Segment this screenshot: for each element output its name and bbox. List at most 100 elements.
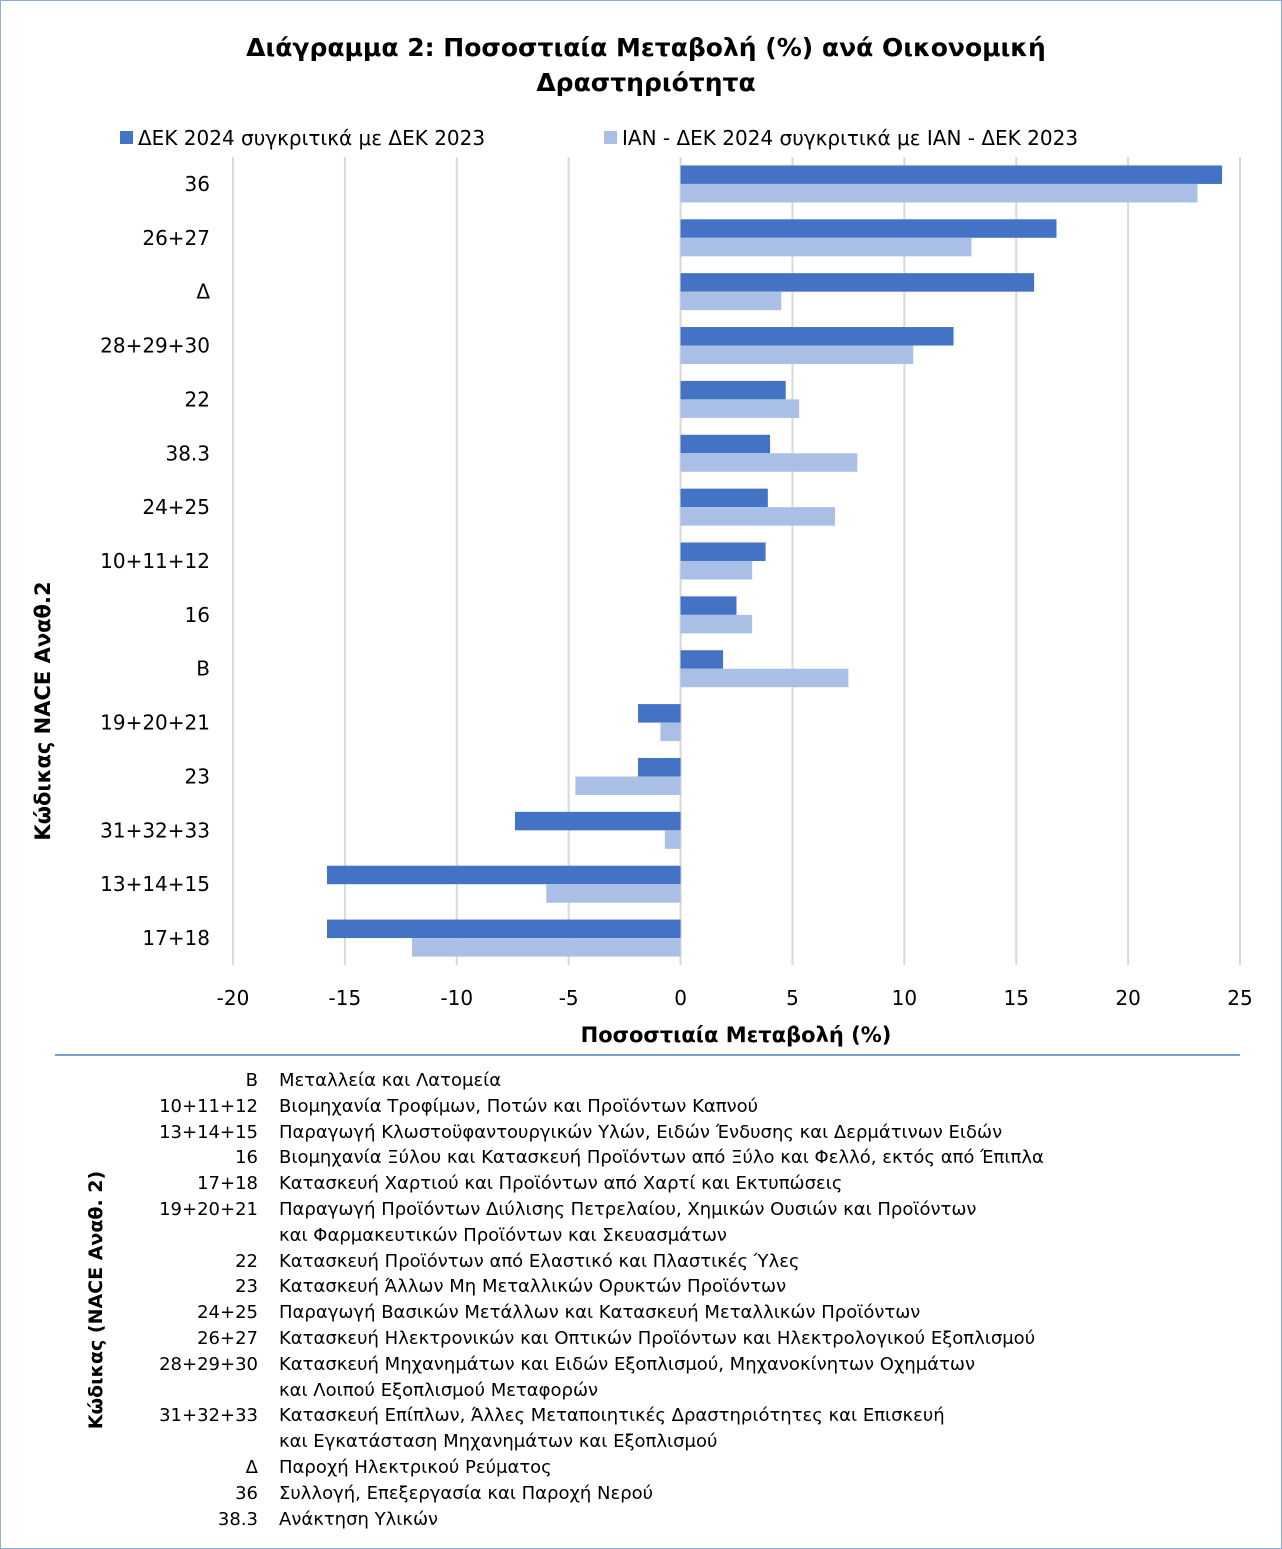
category-label: 23 (185, 764, 210, 788)
y-axis-title: Κώδικας NACE Αναθ.2 (31, 581, 55, 840)
bar-16-series-2 (680, 614, 753, 634)
category-label: 16 (185, 603, 210, 627)
glossary-code: 17+18 (197, 1173, 258, 1195)
x-tick-label: -15 (329, 986, 362, 1010)
category-label: 26+27 (142, 226, 210, 250)
glossary-description: Κατασκευή Χαρτιού και Προϊόντων από Χαρτ… (279, 1173, 843, 1195)
bar-36-series-2 (680, 183, 1198, 203)
category-label: 22 (185, 387, 210, 411)
bar-38.3-series-2 (680, 453, 858, 472)
bar-B-series-2 (680, 668, 849, 688)
bar-chart: Διάγραμμα 2: Ποσοστιαία Μεταβολή (%) ανά… (31, 33, 1253, 1056)
x-tick-label: -20 (217, 986, 250, 1010)
glossary-description: και Φαρμακευτικών Προϊόντων και Σκευασμά… (279, 1224, 727, 1246)
glossary-description: Κατασκευή Άλλων Μη Μεταλλικών Ορυκτών Πρ… (279, 1276, 787, 1298)
category-label: 28+29+30 (100, 334, 210, 358)
legend-swatch-series-2 (604, 131, 617, 144)
bar-19+20+21-series-2 (660, 722, 681, 742)
bar-B-series-1 (680, 650, 724, 669)
bar-Δ-series-2 (680, 291, 782, 311)
category-label: 38.3 (165, 441, 210, 465)
bar-16-series-1 (680, 596, 737, 615)
glossary-code: 24+25 (197, 1302, 258, 1324)
legend-swatch-series-1 (120, 131, 133, 144)
category-label: B (196, 657, 210, 681)
bar-22-series-1 (680, 380, 786, 400)
bar-36-series-1 (680, 165, 1223, 184)
glossary-description: Μεταλλεία και Λατομεία (279, 1070, 502, 1091)
x-tick-label: -5 (559, 986, 579, 1010)
glossary-code: 36 (235, 1482, 258, 1504)
glossary-description: Κατασκευή Μηχανημάτων και Ειδών Εξοπλισμ… (279, 1353, 976, 1375)
bar-10+11+12-series-1 (680, 542, 766, 561)
bar-31+32+33-series-2 (664, 830, 681, 849)
category-label: 13+14+15 (100, 872, 210, 896)
legend-label-series-2: ΙΑΝ - ΔΕΚ 2024 συγκριτικά με ΙΑΝ - ΔΕΚ 2… (622, 126, 1078, 150)
chart-title-line-2: Δραστηριότητα (536, 68, 755, 97)
glossary-code: B (245, 1070, 258, 1091)
x-tick-label: 15 (1003, 986, 1028, 1010)
bar-17+18-series-2 (412, 938, 681, 957)
category-label: 36 (185, 172, 210, 196)
glossary-description: Κατασκευή Προϊόντων από Ελαστικό και Πλα… (279, 1250, 800, 1272)
bar-26+27-series-1 (680, 219, 1057, 238)
bar-28+29+30-series-2 (680, 345, 914, 365)
bar-24+25-series-1 (680, 488, 768, 508)
category-label: Δ (196, 280, 210, 304)
bar-24+25-series-2 (680, 507, 835, 526)
bar-13+14+15-series-1 (326, 865, 681, 885)
bar-26+27-series-2 (680, 237, 972, 257)
glossary-description: Παραγωγή Βασικών Μετάλλων και Κατασκευή … (279, 1302, 921, 1324)
glossary-description: Βιομηχανία Ξύλου και Κατασκευή Προϊόντων… (279, 1147, 1044, 1169)
glossary-description: και Λοιπού Εξοπλισμού Μεταφορών (279, 1379, 599, 1401)
glossary-description: Κατασκευή Επίπλων, Άλλες Μεταποιητικές Δ… (279, 1405, 945, 1427)
bar-10+11+12-series-2 (680, 561, 753, 580)
bar-22-series-2 (680, 399, 800, 418)
glossary-code: 16 (235, 1147, 258, 1169)
category-label: 24+25 (142, 495, 210, 519)
glossary-description: Κατασκευή Ηλεκτρονικών και Οπτικών Προϊό… (279, 1328, 1036, 1349)
glossary-code: Δ (245, 1457, 258, 1478)
glossary-heading: Κώδικας (NACE Αναθ. 2) (85, 1170, 107, 1430)
glossary-code: 13+14+15 (159, 1121, 258, 1143)
category-label: 19+20+21 (100, 711, 210, 735)
x-tick-label: 10 (892, 986, 917, 1010)
glossary-description: Ανάκτηση Υλικών (279, 1508, 439, 1530)
x-tick-label: 25 (1227, 986, 1252, 1010)
legend-label-series-1: ΔΕΚ 2024 συγκριτικά με ΔΕΚ 2023 (138, 126, 485, 150)
bar-Δ-series-1 (680, 273, 1035, 292)
x-axis-title: Ποσοστιαία Μεταβολή (%) (581, 1023, 892, 1047)
glossary-description: Συλλογή, Επεξεργασία και Παροχή Νερού (279, 1482, 654, 1504)
glossary-description: Παροχή Ηλεκτρικού Ρεύματος (279, 1457, 552, 1478)
bars (326, 165, 1223, 957)
glossary-description: Βιομηχανία Τροφίμων, Ποτών και Προϊόντων… (279, 1095, 759, 1117)
category-label: 10+11+12 (100, 549, 210, 573)
glossary-code: 38.3 (217, 1508, 258, 1530)
bar-28+29+30-series-1 (680, 327, 954, 346)
category-labels: 36 26+27 Δ 28+29+30 22 38.3 24+25 10+11+12 16 B 19… (100, 172, 210, 950)
glossary-code: 28+29+30 (159, 1353, 258, 1375)
x-tick-label: 0 (674, 986, 687, 1010)
glossary-code: 26+27 (197, 1328, 258, 1349)
glossary-code: 10+11+12 (159, 1095, 258, 1117)
glossary-description: και Εγκατάσταση Μηχανημάτων και Εξοπλισμ… (279, 1431, 718, 1453)
x-tick-label: 20 (1115, 986, 1140, 1010)
glossary-description: Παραγωγή Προϊόντων Διύλισης Πετρελαίου, … (279, 1199, 977, 1220)
bar-23-series-1 (638, 757, 681, 777)
x-tick-label: 5 (786, 986, 799, 1010)
bar-23-series-2 (575, 776, 681, 795)
x-tick-labels: -20 -15 -10 -5 0 5 10 15 20 25 (217, 986, 1253, 1010)
bar-38.3-series-1 (680, 434, 771, 454)
bar-19+20+21-series-1 (638, 704, 681, 723)
glossary-code: 31+32+33 (159, 1405, 258, 1427)
glossary-code: 23 (235, 1276, 258, 1298)
bar-17+18-series-1 (326, 919, 681, 939)
x-tick-label: -10 (440, 986, 473, 1010)
chart-title-line-1: Διάγραμμα 2: Ποσοστιαία Μεταβολή (%) ανά… (246, 33, 1046, 62)
category-label: 31+32+33 (100, 818, 210, 842)
glossary-code: 22 (235, 1250, 258, 1272)
glossary-code: 19+20+21 (159, 1199, 258, 1220)
bar-31+32+33-series-1 (514, 811, 681, 831)
category-label: 17+18 (142, 926, 210, 950)
bar-13+14+15-series-2 (546, 884, 681, 903)
